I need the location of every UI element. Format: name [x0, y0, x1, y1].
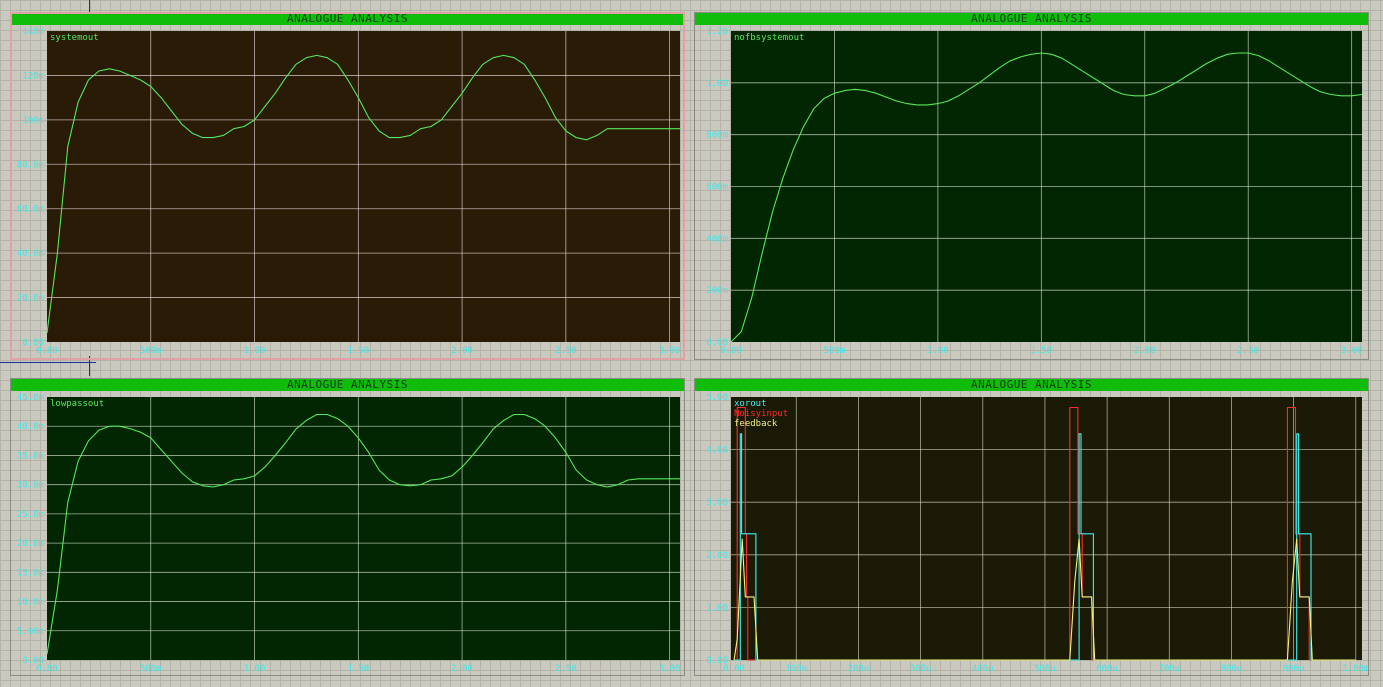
analogue-graph-digital-traces[interactable]: ANALOGUE ANALYSIS 0.00 1.00 2.00 3.00 4.00 5.…: [694, 378, 1369, 676]
y-tick-label: 3.00: [706, 498, 728, 508]
y-tick-label: 800m: [706, 131, 728, 141]
x-tick-label: 800u: [1221, 664, 1243, 674]
y-tick-label: 35.0m: [17, 451, 44, 461]
x-tick-label: 2.00: [451, 346, 473, 356]
y-tick-label: 30.0m: [17, 481, 44, 491]
x-tick-label: 3.00: [659, 664, 681, 674]
y-tick-label: 10.0m: [17, 598, 44, 608]
x-tick-label: 1.00: [244, 346, 266, 356]
y-tick-label: 120m: [22, 71, 44, 81]
trace-label-xorout: xorout: [734, 399, 767, 409]
y-tick-label: 400m: [706, 234, 728, 244]
x-tick-label: 200u: [848, 664, 870, 674]
x-tick-label: 500u: [1034, 664, 1056, 674]
origin-marker-horizontal: [0, 362, 96, 363]
graph-title[interactable]: ANALOGUE ANALYSIS: [694, 378, 1369, 391]
y-tick-label: 1.20: [706, 27, 728, 37]
y-tick-label: 20.0m: [17, 539, 44, 549]
plot-background: [47, 31, 680, 342]
trace-nofbsystemout: [730, 52, 1363, 343]
y-tick-label: 15.0m: [17, 568, 44, 578]
x-tick-label: 3.00: [1341, 346, 1363, 356]
plot-area[interactable]: 0.00 1.00 2.00 3.00 4.00 5.00 0.00 100u 200u 300u…: [694, 378, 1369, 676]
y-tick-label: 0.00: [706, 338, 728, 348]
y-tick-label: 5.00: [706, 393, 728, 403]
plot-area[interactable]: 0.00 20.0m 40.0m 60.0m 80.0m 100m 120m 140m 0.00…: [10, 12, 685, 360]
y-tick-label: 4.00: [706, 446, 728, 456]
y-tick-label: 1.00: [706, 79, 728, 89]
y-tick-label: 40.0m: [17, 249, 44, 259]
origin-marker-vertical-2: [89, 356, 90, 376]
analogue-graph-nofbsystemout[interactable]: ANALOGUE ANALYSIS 0.00 200m 400m 600m 800m 1.…: [694, 12, 1369, 360]
y-tick-label: 0.00: [706, 656, 728, 666]
x-tick-label: 2.50: [555, 664, 577, 674]
trace-xorout: [734, 433, 1356, 661]
graph-title[interactable]: ANALOGUE ANALYSIS: [10, 12, 685, 25]
plot-background: [731, 397, 1362, 660]
x-tick-label: 1.50: [347, 346, 369, 356]
y-tick-label: 60.0m: [17, 205, 44, 215]
y-tick-label: 0.00: [22, 338, 44, 348]
x-tick-label: 1.00m: [1342, 664, 1369, 674]
plot-background: [47, 397, 680, 660]
x-tick-label: 0.00: [36, 664, 58, 674]
graph-title[interactable]: ANALOGUE ANALYSIS: [694, 12, 1369, 25]
trace-label-feedback: feedback: [734, 419, 778, 429]
x-tick-label: 700u: [1158, 664, 1180, 674]
analogue-graph-systemout[interactable]: ANALOGUE ANALYSIS 0.00 20.0m 40.0m 60.0m 80.…: [10, 12, 685, 360]
y-tick-label: 2.00: [706, 551, 728, 561]
x-tick-label: 2.50: [1237, 346, 1259, 356]
y-tick-label: 0.00: [22, 656, 44, 666]
trace-feedback: [733, 538, 1356, 661]
x-tick-label: 0.00: [723, 664, 745, 674]
y-tick-label: 45.0m: [17, 393, 44, 403]
x-tick-label: 1.50: [347, 664, 369, 674]
y-tick-label: 600m: [706, 183, 728, 193]
x-tick-label: 300u: [910, 664, 932, 674]
x-tick-label: 3.00: [659, 346, 681, 356]
trace-label-noisyinput: Noisyinput: [734, 409, 788, 419]
origin-marker-vertical: [89, 0, 90, 12]
x-tick-label: 1.00: [927, 346, 949, 356]
x-tick-label: 1.00: [244, 664, 266, 674]
trace-label-systemout: systemout: [50, 33, 99, 43]
y-tick-label: 140m: [22, 27, 44, 37]
graph-title[interactable]: ANALOGUE ANALYSIS: [10, 378, 685, 391]
plot-area[interactable]: 0.00 200m 400m 600m 800m 1.00 1.20 0.00 500m 1.00…: [694, 12, 1369, 360]
x-tick-label: 600u: [1096, 664, 1118, 674]
trace-lowpassout: [46, 413, 680, 655]
x-tick-label: 2.50: [555, 346, 577, 356]
x-tick-label: 100u: [785, 664, 807, 674]
trace-label-nofbsystemout: nofbsystemout: [734, 33, 804, 43]
y-tick-label: 1.00: [706, 603, 728, 613]
trace-label-lowpassout: lowpassout: [50, 399, 104, 409]
x-tick-label: 500m: [140, 346, 162, 356]
x-tick-label: 500m: [140, 664, 162, 674]
y-tick-label: 40.0m: [17, 422, 44, 432]
y-tick-label: 80.0m: [17, 160, 44, 170]
analogue-graph-lowpassout[interactable]: ANALOGUE ANALYSIS 0.00 5.00m 10.0m 15.0m 20.…: [10, 378, 685, 676]
y-tick-label: 100m: [22, 116, 44, 126]
x-tick-label: 0.00: [720, 346, 742, 356]
x-tick-label: 0.00: [36, 346, 58, 356]
trace-systemout: [46, 54, 680, 334]
x-tick-label: 2.00: [451, 664, 473, 674]
x-tick-label: 500m: [824, 346, 846, 356]
y-tick-label: 5.00m: [17, 627, 44, 637]
plot-area[interactable]: 0.00 5.00m 10.0m 15.0m 20.0m 25.0m 30.0m 35.0m 4…: [10, 378, 685, 676]
x-tick-label: 900u: [1283, 664, 1305, 674]
x-tick-label: 2.00: [1134, 346, 1156, 356]
x-tick-label: 400u: [972, 664, 994, 674]
x-tick-label: 1.50: [1030, 346, 1052, 356]
y-tick-label: 200m: [706, 286, 728, 296]
y-tick-label: 20.0m: [17, 294, 44, 304]
y-tick-label: 25.0m: [17, 510, 44, 520]
